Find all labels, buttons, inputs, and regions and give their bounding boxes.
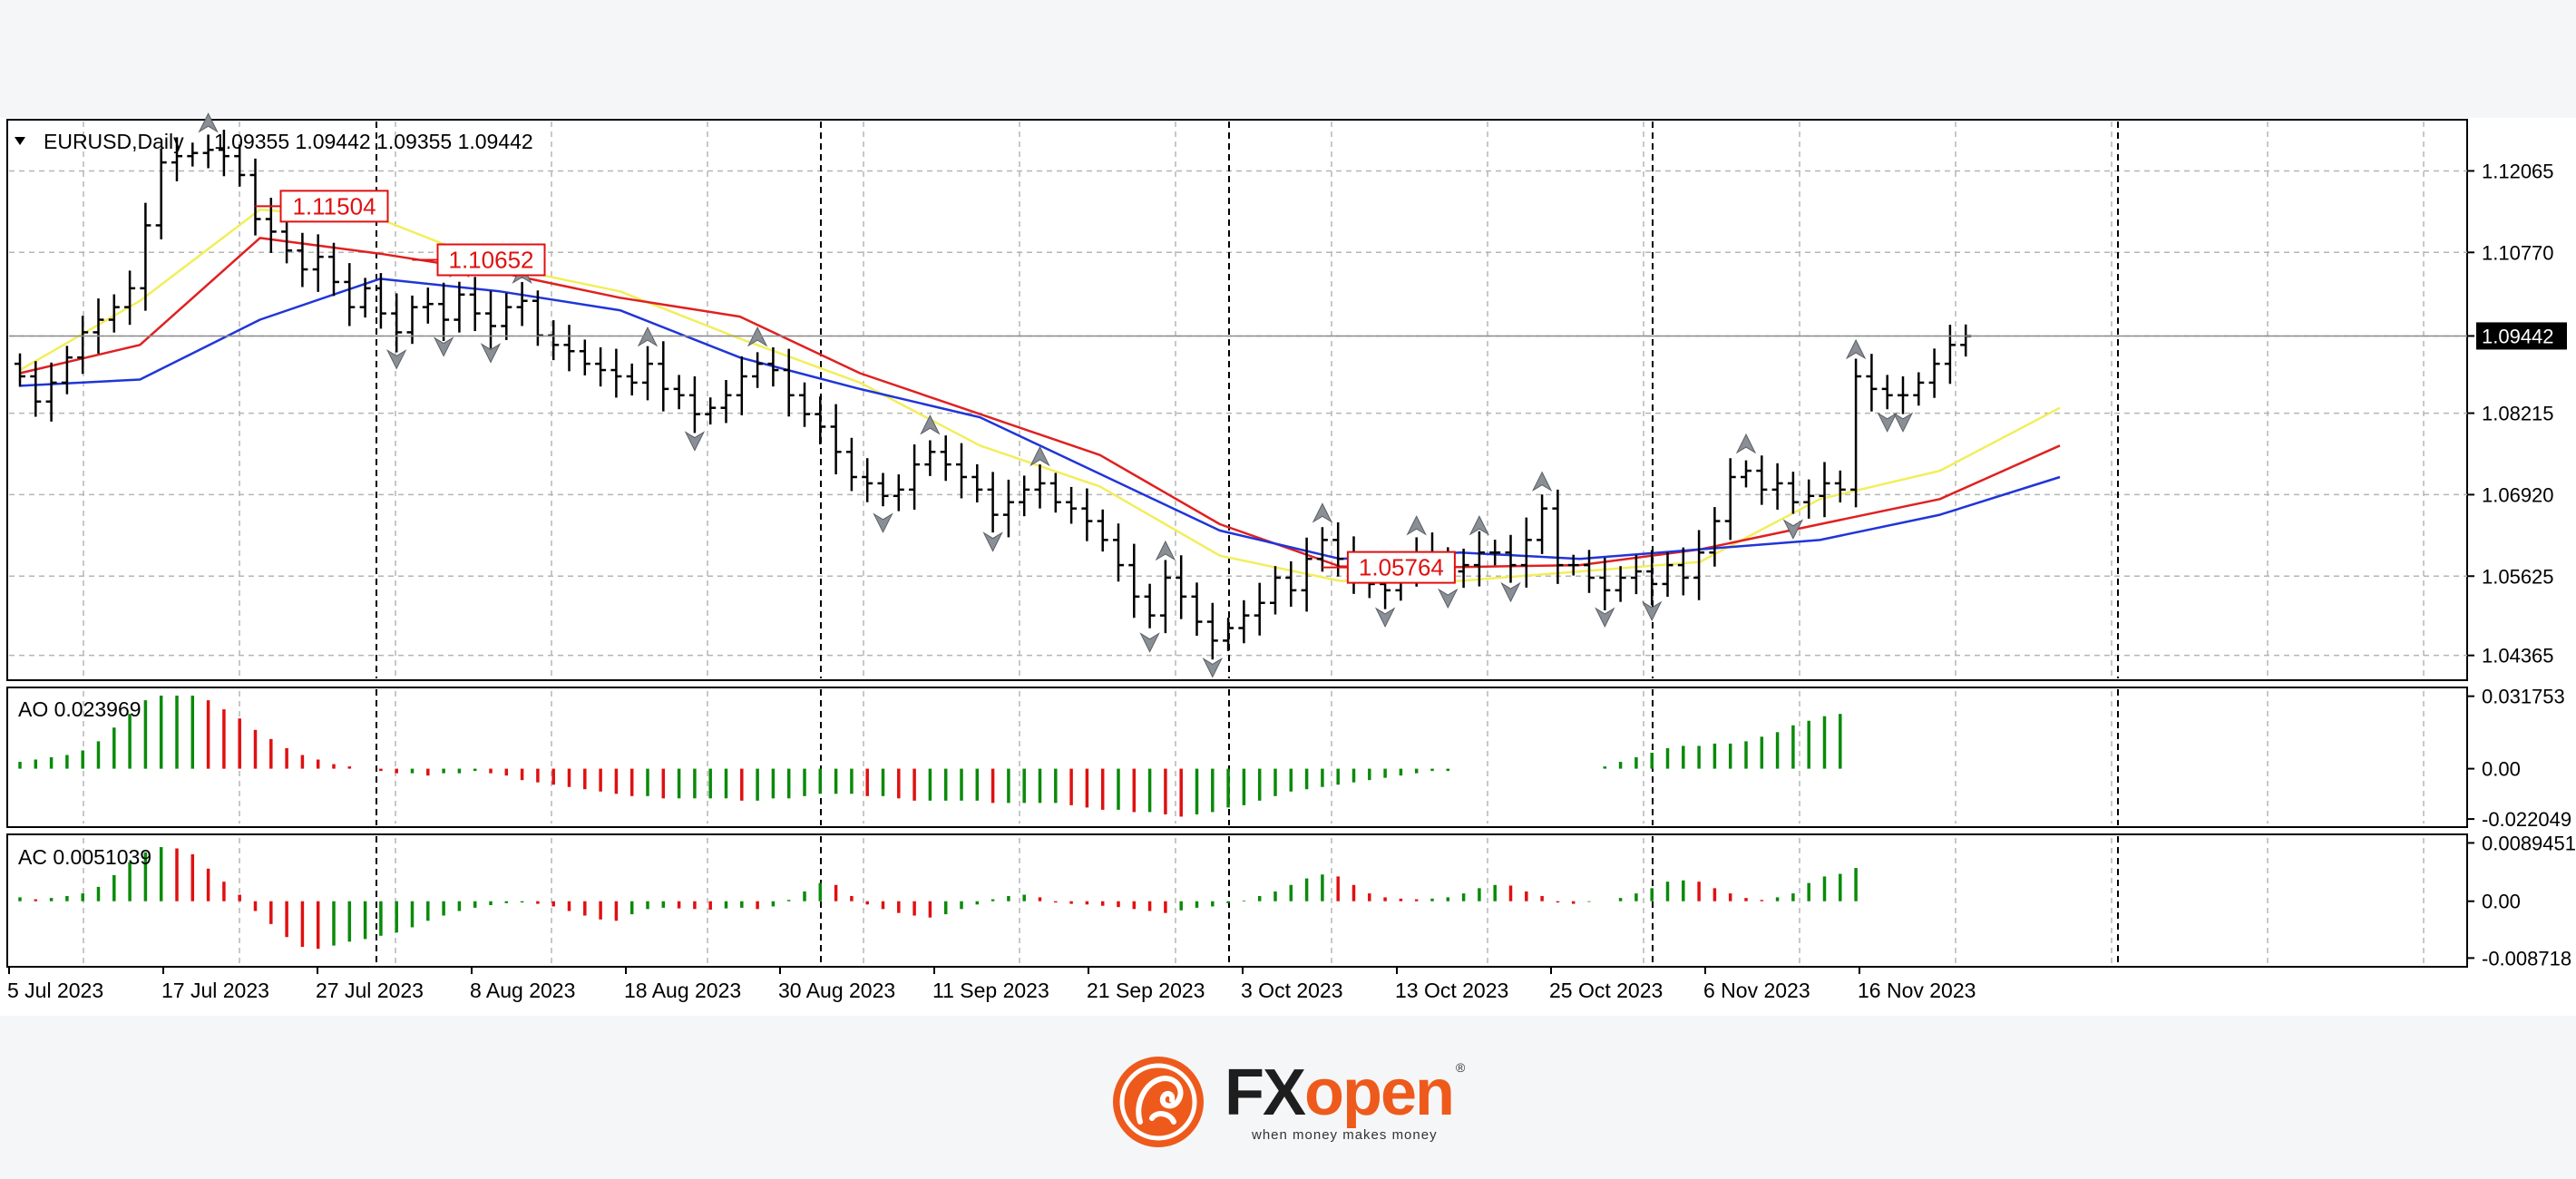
ao-axis: 0.031753 0.00 -0.022049 — [2467, 686, 2571, 831]
price-tick-label: 1.05625 — [2482, 565, 2554, 588]
fractal-down-icon — [684, 431, 706, 452]
fractal-down-icon — [480, 343, 502, 364]
ao-panel[interactable]: 0.031753 0.00 -0.022049 AO 0.023969 — [6, 686, 2571, 831]
price-panel-frame — [6, 119, 2468, 681]
time-tick-label: 30 Aug 2023 — [778, 979, 895, 1002]
current-price-label: 1.09442 — [2482, 325, 2554, 347]
annotation-box — [1346, 551, 1456, 584]
ac-histogram — [18, 847, 1858, 950]
fractal-down-icon — [385, 349, 407, 370]
fractal-up-icon — [1312, 502, 1333, 523]
fractal-up-icon — [198, 112, 219, 133]
time-tick-label: 17 Jul 2023 — [161, 979, 269, 1002]
fractal-up-icon — [1155, 540, 1176, 561]
logo-wordmark: FXopen — [1225, 1057, 1455, 1129]
time-tick-label: 6 Nov 2023 — [1703, 979, 1810, 1002]
fractal-down-icon — [1500, 581, 1521, 603]
fractal-down-icon — [1374, 607, 1396, 628]
symbol-label: EURUSD,Daily — [44, 130, 184, 153]
fxopen-emblem-icon — [1113, 1057, 1204, 1147]
price-tick-label: 1.04365 — [2482, 645, 2554, 667]
ao-panel-frame — [6, 687, 2468, 828]
indicator-tick-label: 0.0089451 — [2482, 832, 2576, 854]
time-tick-label: 21 Sep 2023 — [1087, 979, 1205, 1002]
ao-label: AO 0.023969 — [18, 697, 141, 721]
fractal-up-icon — [1735, 433, 1757, 454]
dropdown-arrow-icon[interactable] — [15, 137, 25, 145]
ma-line-1 — [19, 237, 2061, 569]
ohlc-values: 1.09355 1.09442 1.09355 1.09442 — [214, 130, 533, 153]
indicator-tick-label: 0.031753 — [2482, 686, 2565, 708]
time-tick-label: 8 Aug 2023 — [470, 979, 575, 1002]
time-axis: 5 Jul 2023 17 Jul 2023 27 Jul 2023 8 Aug 20… — [7, 967, 1976, 1002]
ac-label: AC 0.0051039 — [18, 845, 151, 869]
fractal-down-icon — [1438, 588, 1459, 609]
fractal-down-icon — [1641, 600, 1663, 622]
fractal-up-icon — [1406, 515, 1427, 536]
indicator-tick-label: -0.008718 — [2482, 947, 2571, 970]
ac-axis: 0.0089451 0.00 -0.008718 — [2467, 832, 2576, 970]
fractal-down-icon — [1782, 519, 1804, 540]
ac-panel[interactable]: 0.0089451 0.00 -0.008718 AC 0.0051039 — [6, 832, 2576, 970]
logo-fx: FX — [1225, 1057, 1306, 1129]
time-tick-label: 11 Sep 2023 — [932, 979, 1049, 1002]
price-panel[interactable]: 1.11504 1.10652 1.05764 1.12065 1.10770 1.09… — [6, 112, 2567, 681]
annotation-box — [279, 190, 389, 223]
fractal-up-icon — [1845, 338, 1867, 360]
fractal-down-icon — [982, 531, 1003, 552]
fractal-up-icon — [1029, 445, 1050, 467]
ao-histogram — [18, 696, 1842, 817]
indicator-tick-label: 0.00 — [2482, 758, 2521, 781]
price-tick-label: 1.08215 — [2482, 403, 2554, 425]
price-annotations: 1.11504 1.10652 1.05764 — [255, 190, 1456, 584]
price-tick-label: 1.06920 — [2482, 483, 2554, 506]
annotation-label: 1.11504 — [292, 192, 376, 219]
indicator-tick-label: -0.022049 — [2482, 808, 2571, 831]
logo-registered-mark: ® — [1456, 1060, 1466, 1075]
time-tick-label: 3 Oct 2023 — [1241, 979, 1343, 1002]
price-tick-label: 1.10770 — [2482, 241, 2554, 264]
fractal-down-icon — [1139, 632, 1160, 653]
time-tick-label: 16 Nov 2023 — [1858, 979, 1976, 1002]
annotation-label: 1.05764 — [1359, 554, 1444, 581]
fractal-down-icon — [1202, 658, 1224, 678]
annotation-box — [436, 243, 546, 277]
fractal-up-icon — [920, 414, 941, 435]
time-tick-label: 27 Jul 2023 — [316, 979, 424, 1002]
annotation-label: 1.10652 — [449, 246, 534, 273]
fractal-up-icon — [1469, 515, 1490, 536]
fractal-down-icon — [1595, 607, 1615, 628]
indicator-tick-label: 0.00 — [2482, 891, 2521, 913]
fractal-up-icon — [1531, 471, 1553, 492]
ohlc-bars — [15, 130, 1972, 660]
time-tick-label: 13 Oct 2023 — [1395, 979, 1508, 1002]
current-price-badge — [2476, 322, 2567, 350]
fractal-down-icon — [1877, 412, 1898, 433]
logo-open: open — [1304, 1057, 1455, 1129]
time-tick-label: 25 Oct 2023 — [1549, 979, 1663, 1002]
price-grid — [9, 122, 2467, 678]
price-tick-label: 1.12065 — [2482, 160, 2554, 182]
logo-tagline: when money makes money — [1252, 1127, 1438, 1143]
fractal-down-icon — [1892, 412, 1914, 433]
chart-header: EURUSD,Daily 1.09355 1.09442 1.09355 1.0… — [15, 130, 533, 153]
ao-grid — [83, 691, 2425, 823]
ac-panel-frame — [6, 833, 2468, 968]
ma-line-2 — [19, 278, 2061, 560]
time-tick-label: 5 Jul 2023 — [7, 979, 103, 1002]
fxopen-logo: FXopen ® when money makes money — [1107, 1047, 1469, 1152]
time-tick-label: 18 Aug 2023 — [624, 979, 741, 1002]
price-axis: 1.12065 1.10770 1.09442 1.08215 1.06920 1.056… — [9, 160, 2567, 667]
fractal-down-icon — [873, 512, 893, 533]
fractal-down-icon — [433, 336, 454, 357]
